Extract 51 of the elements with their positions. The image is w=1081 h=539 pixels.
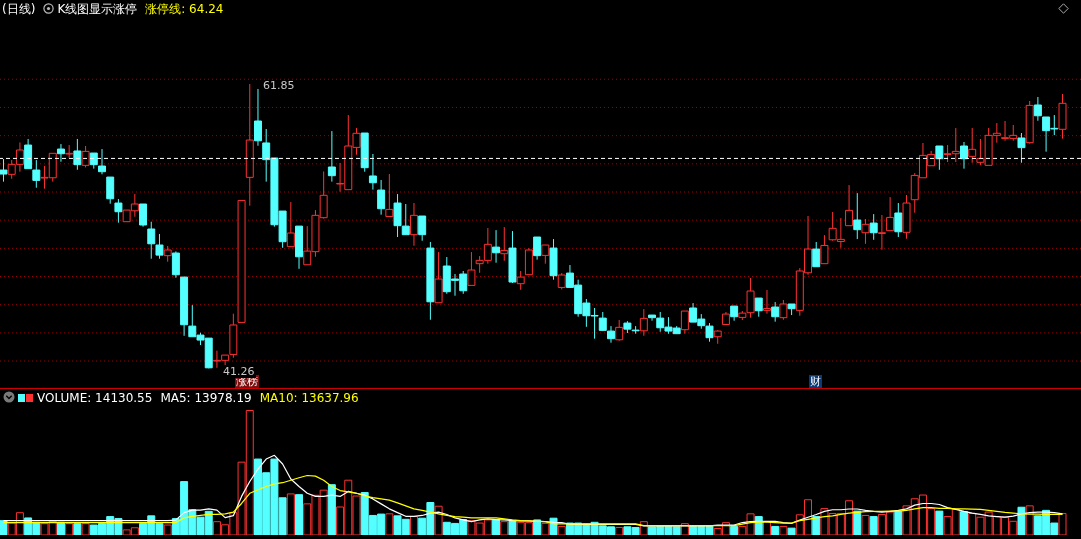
candlestick	[500, 226, 509, 262]
candlestick	[1058, 93, 1067, 140]
annotation: 61.85	[262, 79, 296, 92]
bar	[812, 516, 821, 535]
bar	[327, 484, 336, 535]
candlestick	[73, 138, 82, 171]
bar	[730, 525, 739, 535]
candlestick	[377, 179, 386, 216]
annotation: 41.26	[222, 365, 256, 378]
bar	[787, 527, 796, 535]
chart-subtitle: K线图显示涨停	[57, 1, 138, 17]
legend-label: VOLUME: 14130.55	[37, 390, 153, 406]
candlestick	[409, 202, 418, 247]
bar	[508, 520, 517, 535]
candlestick	[327, 130, 336, 183]
bar	[492, 519, 501, 535]
bar	[894, 510, 903, 535]
candlestick	[894, 202, 903, 238]
candlestick	[615, 319, 624, 341]
candlestick	[1025, 100, 1034, 144]
bar	[73, 523, 82, 535]
candlestick	[877, 214, 886, 251]
candlestick	[245, 83, 254, 207]
candlestick	[639, 308, 648, 337]
candlestick	[960, 141, 968, 170]
bar	[0, 520, 8, 535]
bar	[960, 511, 968, 535]
candlestick	[853, 192, 862, 240]
chart-title: (日线)	[2, 1, 36, 17]
bar	[56, 521, 65, 535]
text: MA5: 13978.19	[160, 390, 252, 406]
bar	[295, 494, 304, 535]
candlestick	[32, 159, 41, 189]
candlestick	[98, 148, 106, 175]
bar	[1017, 506, 1026, 535]
bar	[869, 516, 878, 535]
candlestick	[171, 250, 180, 279]
text: 涨停线: 64.24	[145, 1, 224, 17]
candlestick	[492, 229, 501, 264]
bar	[853, 510, 862, 535]
candlestick	[1033, 96, 1042, 122]
candlestick	[56, 143, 65, 163]
bar	[935, 510, 944, 535]
text: MA10: 13637.96	[259, 390, 359, 406]
candlestick	[762, 289, 771, 315]
candlestick	[253, 88, 262, 147]
candlestick	[368, 153, 377, 191]
text: 财	[809, 375, 822, 388]
bar	[533, 519, 542, 535]
bar	[771, 525, 780, 535]
candlestick	[861, 218, 870, 245]
